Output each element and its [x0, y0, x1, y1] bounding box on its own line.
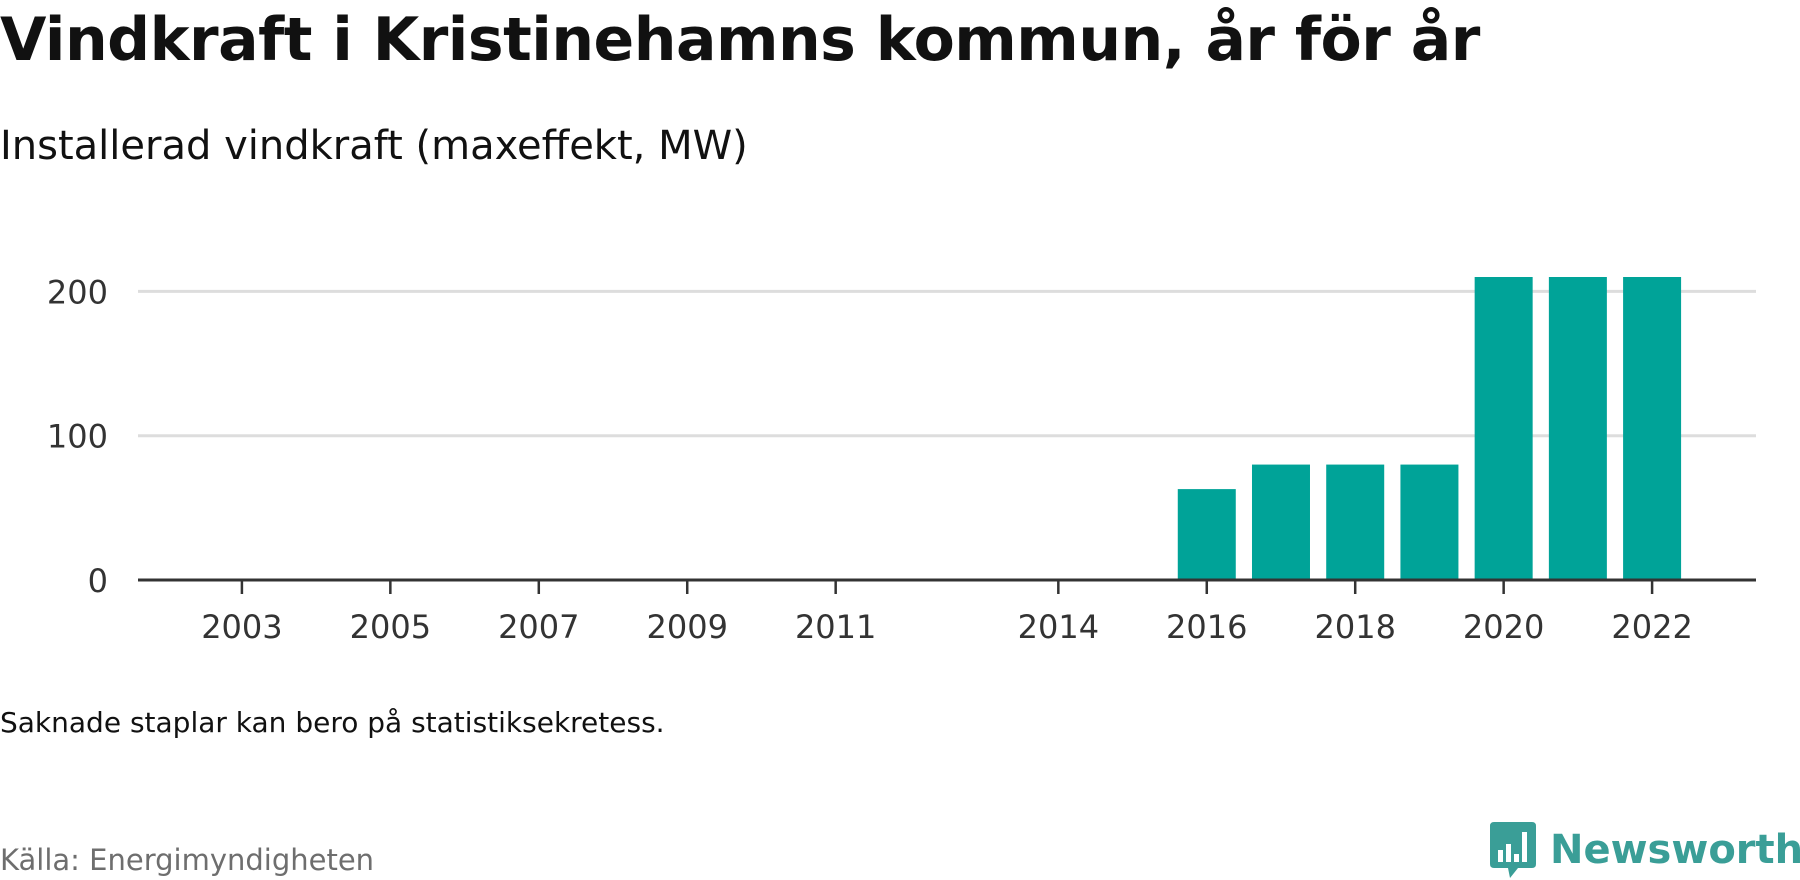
- tick-labels: 0 100 200 2003 2005 2007 2009 2011 2014 2016 2018 2…: [47, 273, 1693, 646]
- bars: [1177, 277, 1682, 580]
- x-tick-label: 2003: [201, 608, 282, 646]
- footnote: Saknade staplar kan bero på statistiksek…: [0, 706, 665, 739]
- newsworthy-logo: Newsworthy: [1488, 820, 1800, 880]
- bar-2021: [1548, 277, 1607, 580]
- x-tick-label: 2022: [1611, 608, 1692, 646]
- x-axis: [138, 578, 1756, 594]
- chart-subtitle: Installerad vindkraft (maxeffekt, MW): [0, 123, 748, 169]
- x-tick-label: 2005: [350, 608, 431, 646]
- x-tick-label: 2009: [647, 608, 728, 646]
- x-tick-label: 2011: [795, 608, 876, 646]
- bar-2018: [1326, 464, 1385, 580]
- x-tick-label: 2007: [498, 608, 579, 646]
- y-tick-label: 200: [47, 273, 108, 311]
- x-tick-label: 2020: [1463, 608, 1544, 646]
- bar-2017: [1251, 464, 1310, 580]
- source-credit: Källa: Energimyndigheten: [0, 843, 375, 877]
- bar-chart: 0 100 200 2003 2005 2007 2009 2011 2014 2016 2018 2…: [47, 273, 1756, 646]
- bar-2020: [1474, 277, 1533, 580]
- x-tick-label: 2016: [1166, 608, 1247, 646]
- y-tick-label: 0: [88, 562, 108, 600]
- bar-2022: [1623, 277, 1682, 580]
- y-tick-label: 100: [47, 418, 108, 456]
- x-tick-label: 2018: [1314, 608, 1395, 646]
- newsworthy-logo-icon: [1490, 822, 1536, 878]
- newsworthy-logo-text: Newsworthy: [1550, 827, 1800, 873]
- x-tick-label: 2014: [1018, 608, 1099, 646]
- bar-2019: [1400, 464, 1459, 580]
- chart-title: Vindkraft i Kristinehamns kommun, år för…: [0, 5, 1480, 75]
- bar-2016: [1177, 489, 1236, 580]
